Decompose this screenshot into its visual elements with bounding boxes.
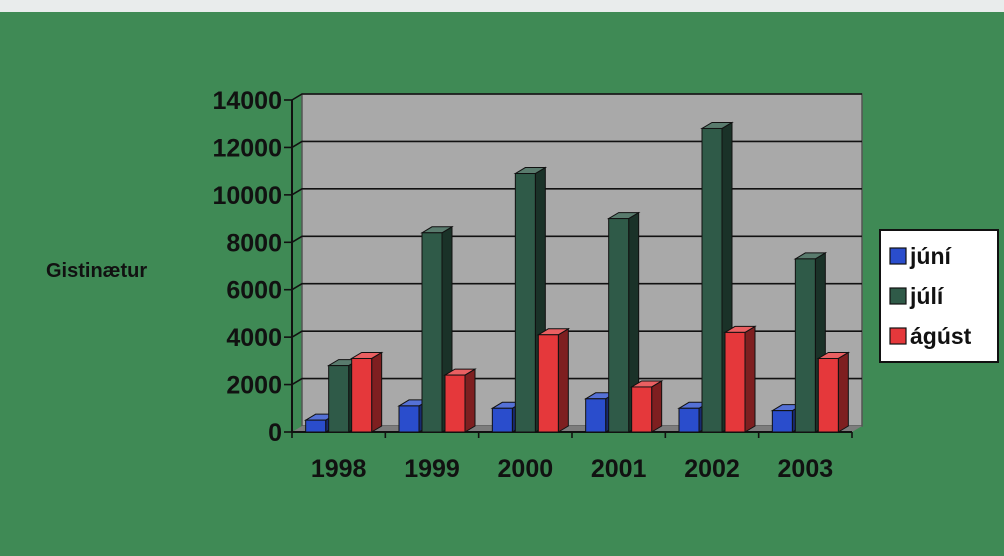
gridlines	[291, 93, 862, 386]
legend-label: júní	[909, 243, 952, 269]
bar	[536, 327, 571, 433]
y-tick-label: 2000	[226, 372, 282, 400]
gridline	[291, 330, 862, 338]
bar	[606, 211, 641, 433]
x-tick-label: 1999	[404, 455, 460, 483]
y-tick-label: 8000	[226, 229, 282, 257]
x-tick-label: 2003	[778, 455, 834, 483]
y-tick-label: 12000	[212, 134, 282, 162]
bar	[723, 325, 757, 433]
y-axis-label: Gistinætur	[46, 260, 147, 282]
y-tick-label: 4000	[226, 324, 282, 352]
y-tick-label: 10000	[212, 182, 282, 210]
bar	[629, 380, 664, 433]
legend: júní júlí ágúst	[879, 229, 999, 363]
legend-label: ágúst	[910, 323, 972, 349]
gridline	[291, 235, 862, 243]
bar	[349, 351, 384, 433]
x-axis-ticks: 1998 1999 2000 2001 2002 2003	[291, 432, 853, 483]
bar	[443, 368, 477, 433]
x-tick-label: 2002	[684, 455, 740, 483]
legend-label: júlí	[909, 283, 945, 309]
x-tick-label: 1998	[311, 455, 367, 483]
y-tick-label: 0	[268, 419, 282, 447]
legend-item: júní	[889, 243, 952, 269]
legend-swatch	[889, 247, 907, 265]
gridline	[291, 188, 862, 196]
legend-swatch	[889, 327, 907, 345]
bars	[303, 121, 851, 433]
gridline	[291, 93, 862, 101]
gridline	[291, 377, 862, 386]
y-tick-label: 14000	[212, 87, 282, 115]
plot-area	[301, 93, 863, 427]
gridline	[291, 282, 862, 291]
bar	[816, 351, 851, 433]
gridline	[291, 140, 862, 149]
y-tick-label: 6000	[226, 277, 282, 305]
legend-item: júlí	[889, 283, 945, 309]
slide-background: 0 2000 4000 6000 8000 10000 12000 14000 1998 199…	[0, 12, 1004, 556]
x-tick-label: 2001	[591, 455, 647, 483]
y-axis-ticks: 0 2000 4000 6000 8000 10000 12000 14000	[212, 87, 292, 447]
legend-item: ágúst	[889, 323, 972, 349]
legend-swatch	[889, 287, 907, 305]
x-tick-label: 2000	[498, 455, 554, 483]
